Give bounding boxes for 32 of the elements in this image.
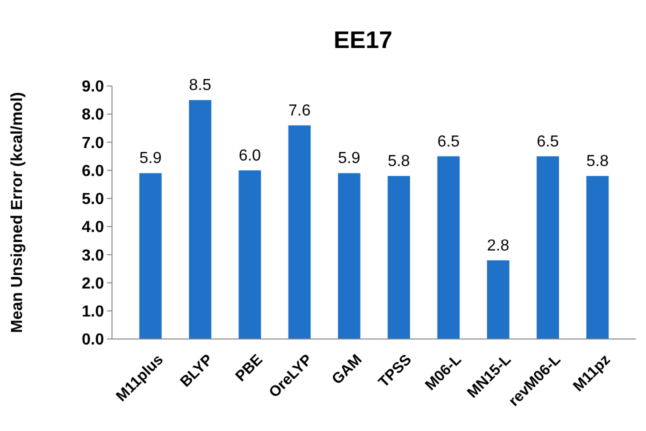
- y-tick-label: 0.0: [82, 332, 104, 349]
- data-label: 8.5: [189, 77, 212, 94]
- bar: [437, 156, 460, 339]
- bar: [486, 260, 510, 339]
- y-tick-label: 6.0: [82, 162, 104, 180]
- y-tick-label: 3.0: [82, 247, 104, 264]
- bar: [536, 156, 560, 339]
- data-label: 5.9: [338, 150, 360, 168]
- bar: [139, 173, 162, 339]
- y-tick-label: 8.0: [82, 106, 104, 124]
- bar: [586, 176, 609, 339]
- bar: [238, 170, 262, 339]
- y-tick-label: 7.0: [82, 134, 104, 152]
- data-label: 5.9: [139, 150, 162, 168]
- bar: [188, 100, 212, 339]
- data-label: 2.8: [487, 237, 510, 254]
- data-label: 6.5: [536, 133, 560, 150]
- y-axis-title: Mean Unsigned Error (kcal/mol): [9, 92, 26, 333]
- bar: [288, 125, 311, 339]
- bar: [388, 176, 410, 339]
- data-label: 6.0: [238, 147, 262, 164]
- y-tick-label: 9.0: [82, 78, 104, 96]
- bar: [338, 173, 360, 339]
- y-tick-label: 2.0: [82, 275, 104, 292]
- data-label: 6.5: [437, 133, 460, 150]
- data-label: 5.8: [388, 152, 410, 170]
- y-tick-label: 4.0: [82, 219, 104, 236]
- chart-title: EE17: [334, 27, 392, 54]
- y-tick-label: 1.0: [82, 303, 104, 320]
- data-label: 7.6: [288, 102, 311, 120]
- y-tick-label: 5.0: [82, 191, 104, 208]
- data-label: 5.8: [586, 152, 609, 170]
